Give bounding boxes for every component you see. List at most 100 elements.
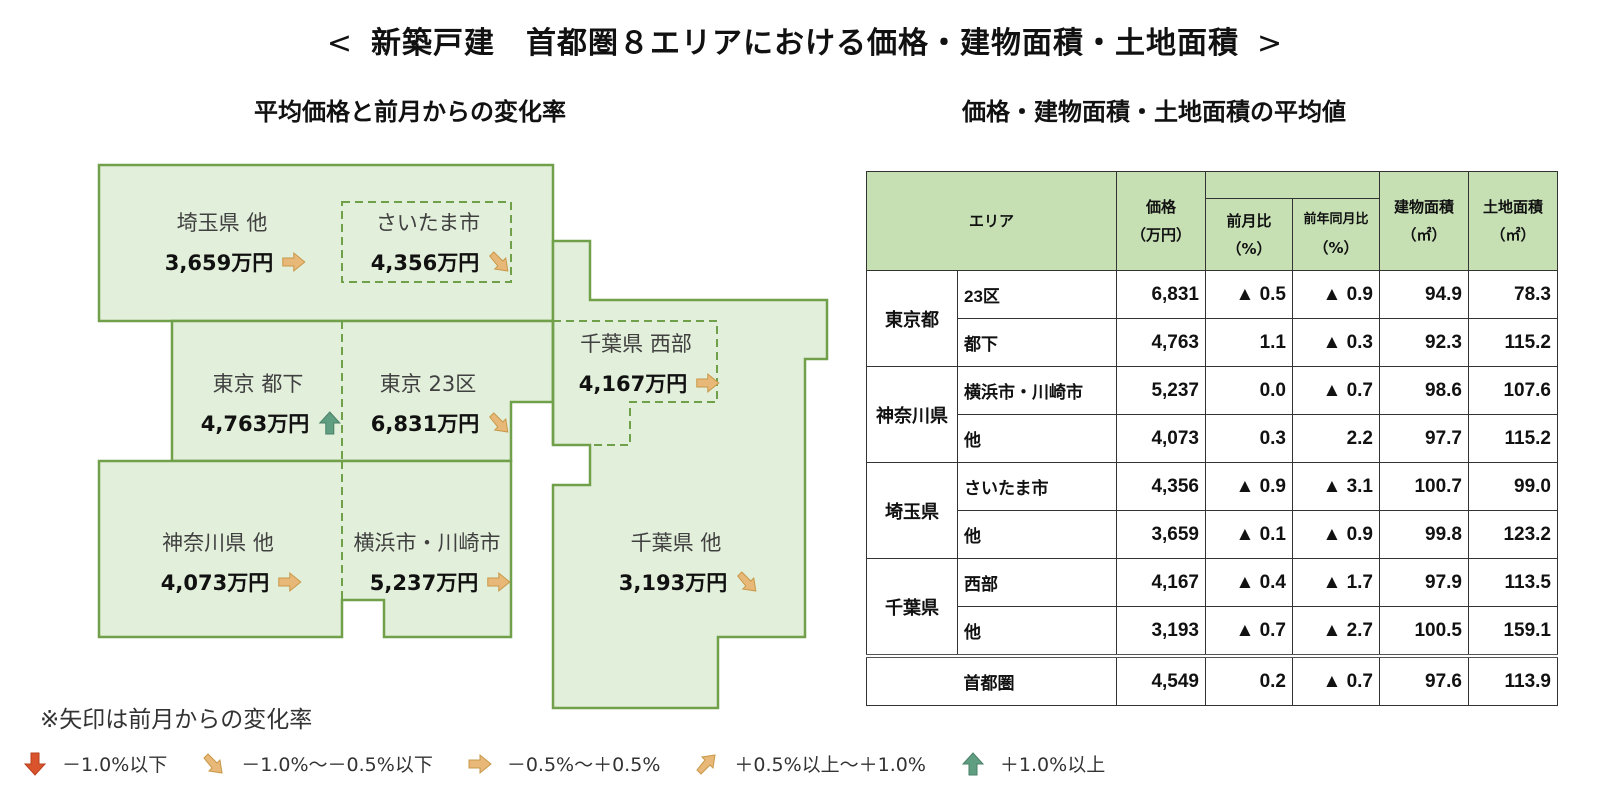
area-cell: 西部 xyxy=(957,558,1117,607)
title-right-bracket: > xyxy=(1257,26,1284,61)
table-row: 東京都 23区 6,831 ▲ 0.5 ▲ 0.9 94.9 78.3 xyxy=(866,270,1558,367)
col-change-group xyxy=(1205,171,1380,199)
building-cell: 100.5 xyxy=(1379,606,1469,657)
area-map xyxy=(97,163,829,710)
yoy-cell: ▲ 1.7 xyxy=(1292,558,1380,607)
land-cell: 159.1 xyxy=(1468,606,1558,657)
price-cell: 4,167 xyxy=(1116,558,1206,607)
land-cell: 123.2 xyxy=(1468,510,1558,559)
yoy-cell: ▲ 0.3 xyxy=(1292,318,1380,367)
region-price-tokyo-23ku: 6,831万円 xyxy=(371,408,513,438)
trend-flat-arrow-icon xyxy=(486,570,512,594)
trend-legend: －1.0%以下 －1.0%～－0.5%以下 －0.5%～＋0.5% ＋0.5%以上～＋… xyxy=(22,750,1139,777)
table-row: 千葉県 西部 4,167 ▲ 0.4 ▲ 1.7 97.9 113.5 xyxy=(866,558,1558,657)
trend-down-slight-arrow-icon xyxy=(487,411,513,435)
legend-item-up-slight: ＋0.5%以上～＋1.0% xyxy=(694,750,926,777)
price-cell: 4,549 xyxy=(1116,654,1206,706)
table-row: 神奈川県 横浜市・川崎市 5,237 0.0 ▲ 0.7 98.6 107.6 xyxy=(866,366,1558,463)
land-cell: 99.0 xyxy=(1468,462,1558,511)
area-cell: さいたま市 xyxy=(957,462,1117,511)
col-yoy: 前年同月比 （%） xyxy=(1292,198,1380,271)
mom-cell: 0.0 xyxy=(1205,366,1293,415)
trend-up-strong-arrow-icon xyxy=(317,411,343,435)
building-cell: 94.9 xyxy=(1379,270,1469,319)
table-heading: 価格・建物面積・土地面積の平均値 xyxy=(962,98,1346,126)
legend-label: －1.0%～－0.5%以下 xyxy=(241,754,433,776)
price-value: 3,659万円 xyxy=(164,251,274,275)
mom-cell: 0.2 xyxy=(1205,654,1293,706)
legend-label: ＋0.5%以上～＋1.0% xyxy=(734,754,926,776)
land-cell: 115.2 xyxy=(1468,414,1558,463)
price-cell: 6,831 xyxy=(1116,270,1206,319)
yoy-cell: ▲ 0.9 xyxy=(1292,510,1380,559)
table-row: 他 4,073 0.3 2.2 97.7 115.2 xyxy=(867,414,1558,463)
col-land: 土地面積 （㎡） xyxy=(1468,171,1558,271)
mom-cell: 1.1 xyxy=(1205,318,1293,367)
trend-down-strong-arrow-icon xyxy=(22,752,48,776)
trend-flat-arrow-icon xyxy=(281,250,307,274)
region-kanagawa xyxy=(97,459,513,639)
price-value: 4,356万円 xyxy=(370,251,480,275)
col-building: 建物面積 （㎡） xyxy=(1379,171,1469,271)
table-row: 都下 4,763 1.1 ▲ 0.3 92.3 115.2 xyxy=(867,318,1558,367)
building-cell: 92.3 xyxy=(1379,318,1469,367)
price-cell: 3,193 xyxy=(1116,606,1206,657)
title-left-bracket: < xyxy=(326,26,353,61)
legend-label: －0.5%～＋0.5% xyxy=(506,754,661,776)
trend-up-strong-arrow-icon xyxy=(960,752,986,776)
chiba-west-boundary xyxy=(553,320,718,446)
land-cell: 107.6 xyxy=(1468,366,1558,415)
trend-flat-arrow-icon xyxy=(467,752,493,776)
table-row: 他 3,659 ▲ 0.1 ▲ 0.9 99.8 123.2 xyxy=(867,510,1558,559)
prefecture-cell: 東京都 xyxy=(866,270,958,367)
region-saitama xyxy=(97,163,555,323)
region-price-chiba-west: 4,167万円 xyxy=(579,368,721,398)
region-price-saitama-other: 3,659万円 xyxy=(165,247,307,277)
region-label-tokyo-23ku: 東京 23区 xyxy=(379,372,477,396)
prefecture-cell: 埼玉県 xyxy=(866,462,958,559)
area-cell: 都下 xyxy=(957,318,1117,367)
col-price: 価格 （万円） xyxy=(1116,171,1206,271)
area-cell: 他 xyxy=(957,606,1117,657)
legend-label: ＋1.0%以上 xyxy=(999,754,1106,776)
trend-up-slight-arrow-icon xyxy=(694,752,720,776)
building-cell: 99.8 xyxy=(1379,510,1469,559)
region-chiba xyxy=(551,239,829,710)
yoy-cell: ▲ 3.1 xyxy=(1292,462,1380,511)
table-row-total: 首都圏 4,549 0.2 ▲ 0.7 97.6 113.9 xyxy=(866,654,1558,706)
area-cell: 23区 xyxy=(957,270,1117,319)
title-text: 新築戸建 首都圏８エリアにおける価格・建物面積・土地面積 xyxy=(371,26,1239,61)
yoy-cell: ▲ 0.7 xyxy=(1292,654,1380,706)
price-cell: 4,073 xyxy=(1116,414,1206,463)
yoy-cell: 2.2 xyxy=(1292,414,1380,463)
saitama-city-boundary xyxy=(341,201,512,283)
mom-cell: ▲ 0.1 xyxy=(1205,510,1293,559)
price-value: 5,237万円 xyxy=(369,571,479,595)
arrow-note: ※矢印は前月からの変化率 xyxy=(40,707,313,733)
price-value: 4,763万円 xyxy=(200,412,310,436)
region-price-yokohama-kawasaki: 5,237万円 xyxy=(370,567,512,597)
land-cell: 115.2 xyxy=(1468,318,1558,367)
mom-cell: ▲ 0.7 xyxy=(1205,606,1293,657)
legend-item-down-slight: －1.0%～－0.5%以下 xyxy=(201,750,433,777)
table-row: 埼玉県 さいたま市 4,356 ▲ 0.9 ▲ 3.1 100.7 99.0 xyxy=(866,462,1558,559)
yoy-cell: ▲ 0.7 xyxy=(1292,366,1380,415)
mom-cell: 0.3 xyxy=(1205,414,1293,463)
building-cell: 100.7 xyxy=(1379,462,1469,511)
area-cell: 他 xyxy=(957,510,1117,559)
price-cell: 4,356 xyxy=(1116,462,1206,511)
region-label-chiba-other: 千葉県 他 xyxy=(630,531,722,555)
trend-down-slight-arrow-icon xyxy=(735,570,761,594)
region-label-saitama-other: 埼玉県 他 xyxy=(176,211,268,235)
price-value: 6,831万円 xyxy=(370,412,480,436)
building-cell: 98.6 xyxy=(1379,366,1469,415)
legend-item-flat: －0.5%～＋0.5% xyxy=(467,750,661,777)
prefecture-cell: 神奈川県 xyxy=(866,366,958,463)
region-label-saitama-city: さいたま市 xyxy=(375,211,481,235)
price-value: 3,193万円 xyxy=(618,571,728,595)
area-cell: 他 xyxy=(957,414,1117,463)
page-title: < 新築戸建 首都圏８エリアにおける価格・建物面積・土地面積 > xyxy=(0,18,1610,62)
mom-cell: ▲ 0.4 xyxy=(1205,558,1293,607)
yoy-cell: ▲ 0.9 xyxy=(1292,270,1380,319)
price-cell: 5,237 xyxy=(1116,366,1206,415)
